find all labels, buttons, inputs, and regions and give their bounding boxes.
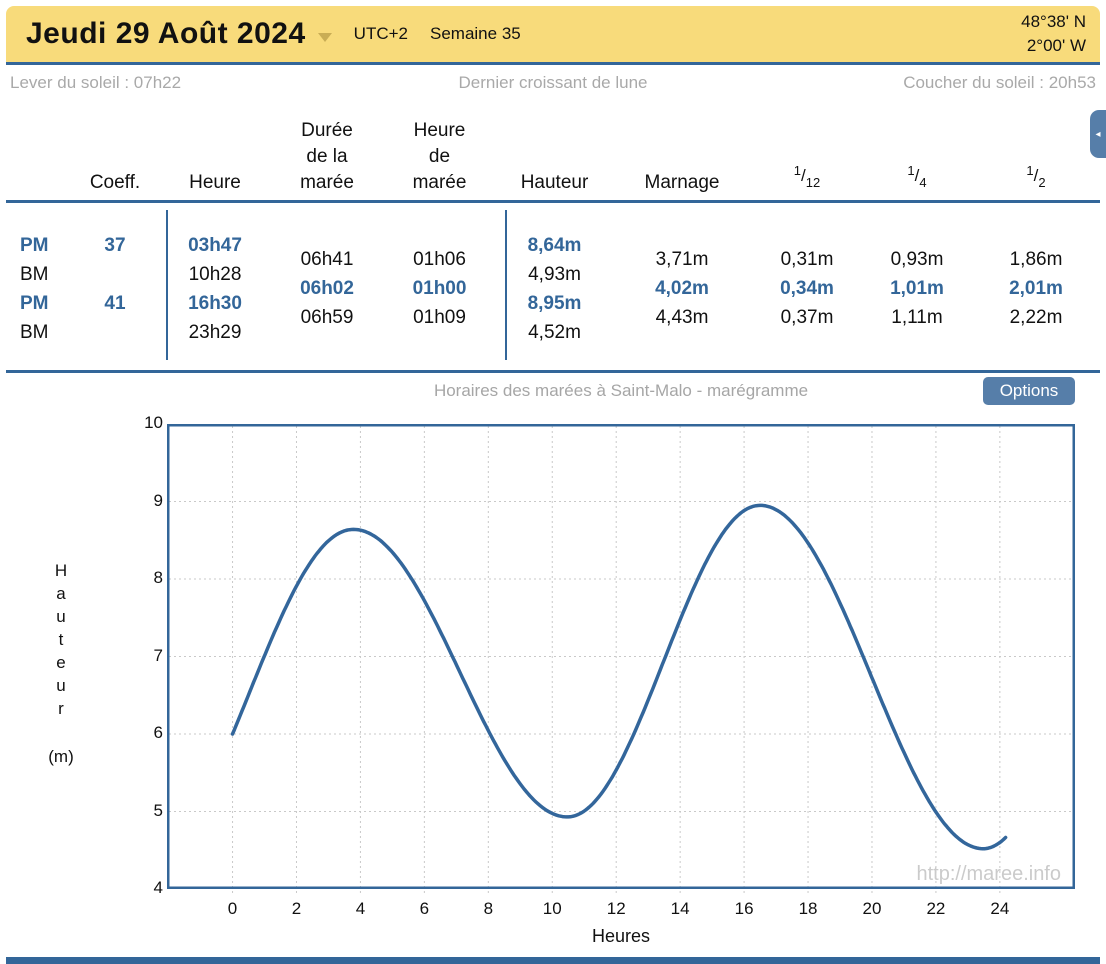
column-separator (505, 210, 507, 360)
col-douzieme: 1/12 (793, 163, 821, 190)
y-tick-label: 5 (153, 800, 163, 820)
y-axis-label-letter: t (58, 630, 64, 649)
timezone-label[interactable]: UTC+2 (353, 24, 408, 43)
page-title: Jeudi 29 Août 2024 (26, 17, 306, 50)
x-tick-label: 22 (926, 899, 946, 918)
x-tick-label: 4 (355, 899, 366, 918)
maregramme-svg (167, 424, 1075, 895)
col-heure-maree: Heure de marée (412, 120, 467, 193)
footer-bar (6, 957, 1100, 964)
y-axis-label-letter: e (56, 653, 66, 672)
tide-curve-plot: http://maree.info (167, 424, 1075, 898)
y-tick-label: 7 (153, 645, 163, 665)
watermark: http://maree.info (916, 863, 1061, 885)
sun-moon-row: Lever du soleil : 07h22 Dernier croissan… (10, 73, 1096, 95)
y-axis-label-letter: a (56, 584, 66, 603)
col-hauteur: Hauteur (520, 172, 589, 193)
y-axis-label-letter: H (54, 561, 68, 580)
sunset-label: Coucher du soleil : 20h53 (903, 73, 1096, 92)
table-row: PM 37 03h47 8,64m (20, 235, 582, 256)
y-axis-label-letter: u (56, 676, 66, 695)
sunrise-label: Lever du soleil : 07h22 (10, 73, 182, 92)
options-button[interactable]: Options (983, 377, 1075, 405)
date-selector[interactable]: Jeudi 29 Août 2024 (26, 17, 332, 51)
table-row: 06h41 01h06 3,71m 0,31m 0,93m 1,86m (300, 249, 1063, 270)
col-demi: 1/2 (1026, 163, 1046, 190)
longitude: 2°00' W (1026, 36, 1086, 55)
x-tick-label: 0 (227, 899, 238, 918)
date-header: Jeudi 29 Août 2024 UTC+2 Semaine 35 48°3… (6, 6, 1100, 62)
y-tick-label: 10 (144, 413, 163, 432)
x-tick-label: 16 (734, 899, 754, 918)
x-tick-label: 12 (606, 899, 626, 918)
interval-rows: 06h41 01h06 3,71m 0,31m 0,93m 1,86m 06h0… (6, 245, 1100, 332)
x-axis-label: Heures (591, 926, 651, 946)
y-axis-label-letter: r (58, 699, 64, 718)
x-tick-label: 18 (798, 899, 818, 918)
y-tick-label: 9 (153, 490, 163, 510)
week-label: Semaine 35 (430, 24, 521, 43)
chart-title: Horaires des marées à Saint-Malo - marég… (433, 381, 809, 400)
table-row: 06h02 01h00 4,02m 0,34m 1,01m 2,01m (300, 278, 1063, 299)
table-row: BM 10h28 4,93m (20, 264, 581, 285)
x-tick-label: 14 (670, 899, 690, 918)
x-tick-label: 8 (483, 899, 494, 918)
y-tick-label: 6 (153, 723, 163, 742)
arrow-left-icon: ◂ (1095, 128, 1101, 140)
x-tick-label: 2 (291, 899, 302, 918)
x-axis-ticks: 0 2 4 6 8 10 12 14 16 18 20 22 24 (167, 899, 1075, 921)
table-row: PM 41 16h30 8,95m (20, 293, 582, 314)
tide-rows: PM 37 03h47 8,64m BM 10h28 4,93m PM 41 1… (6, 231, 1100, 347)
moon-phase-label: Dernier croissant de lune (458, 73, 648, 92)
coordinates: 48°38' N 2°00' W (1021, 10, 1086, 58)
latitude: 48°38' N (1021, 12, 1086, 31)
tide-table-body: PM 37 03h47 8,64m BM 10h28 4,93m PM 41 1… (6, 205, 1100, 365)
col-heure: Heure (189, 172, 241, 193)
y-axis-unit: (m) (48, 747, 74, 766)
table-bottom-divider (6, 370, 1100, 373)
y-axis-label-letter: u (56, 607, 66, 626)
y-tick-label: 8 (153, 568, 163, 587)
table-top-divider (6, 200, 1100, 203)
table-row: 06h59 01h09 4,43m 0,37m 1,11m 2,22m (300, 307, 1063, 328)
y-axis-ticks: 4 5 6 7 8 9 10 (106, 413, 163, 897)
y-tick-label: 4 (153, 878, 163, 897)
maregramme-section: Horaires des marées à Saint-Malo - marég… (6, 375, 1100, 953)
side-panel-handle[interactable]: ◂ (1090, 110, 1106, 158)
x-tick-label: 6 (419, 899, 430, 918)
col-marnage: Marnage (644, 172, 720, 193)
table-row: BM 23h29 4,52m (20, 322, 581, 343)
x-tick-label: 20 (862, 899, 882, 918)
header-divider (6, 62, 1100, 65)
column-separator (166, 210, 168, 360)
col-type (6, 105, 72, 198)
col-coeff: Coeff. (89, 172, 141, 193)
chevron-down-icon (317, 32, 332, 42)
x-tick-label: 24 (990, 899, 1010, 918)
col-duree: Durée de la marée (300, 120, 354, 193)
tide-table-header: Coeff. Heure Durée de la marée Heure de … (6, 105, 1100, 198)
col-quart: 1/4 (907, 163, 927, 190)
x-tick-label: 10 (542, 899, 562, 918)
